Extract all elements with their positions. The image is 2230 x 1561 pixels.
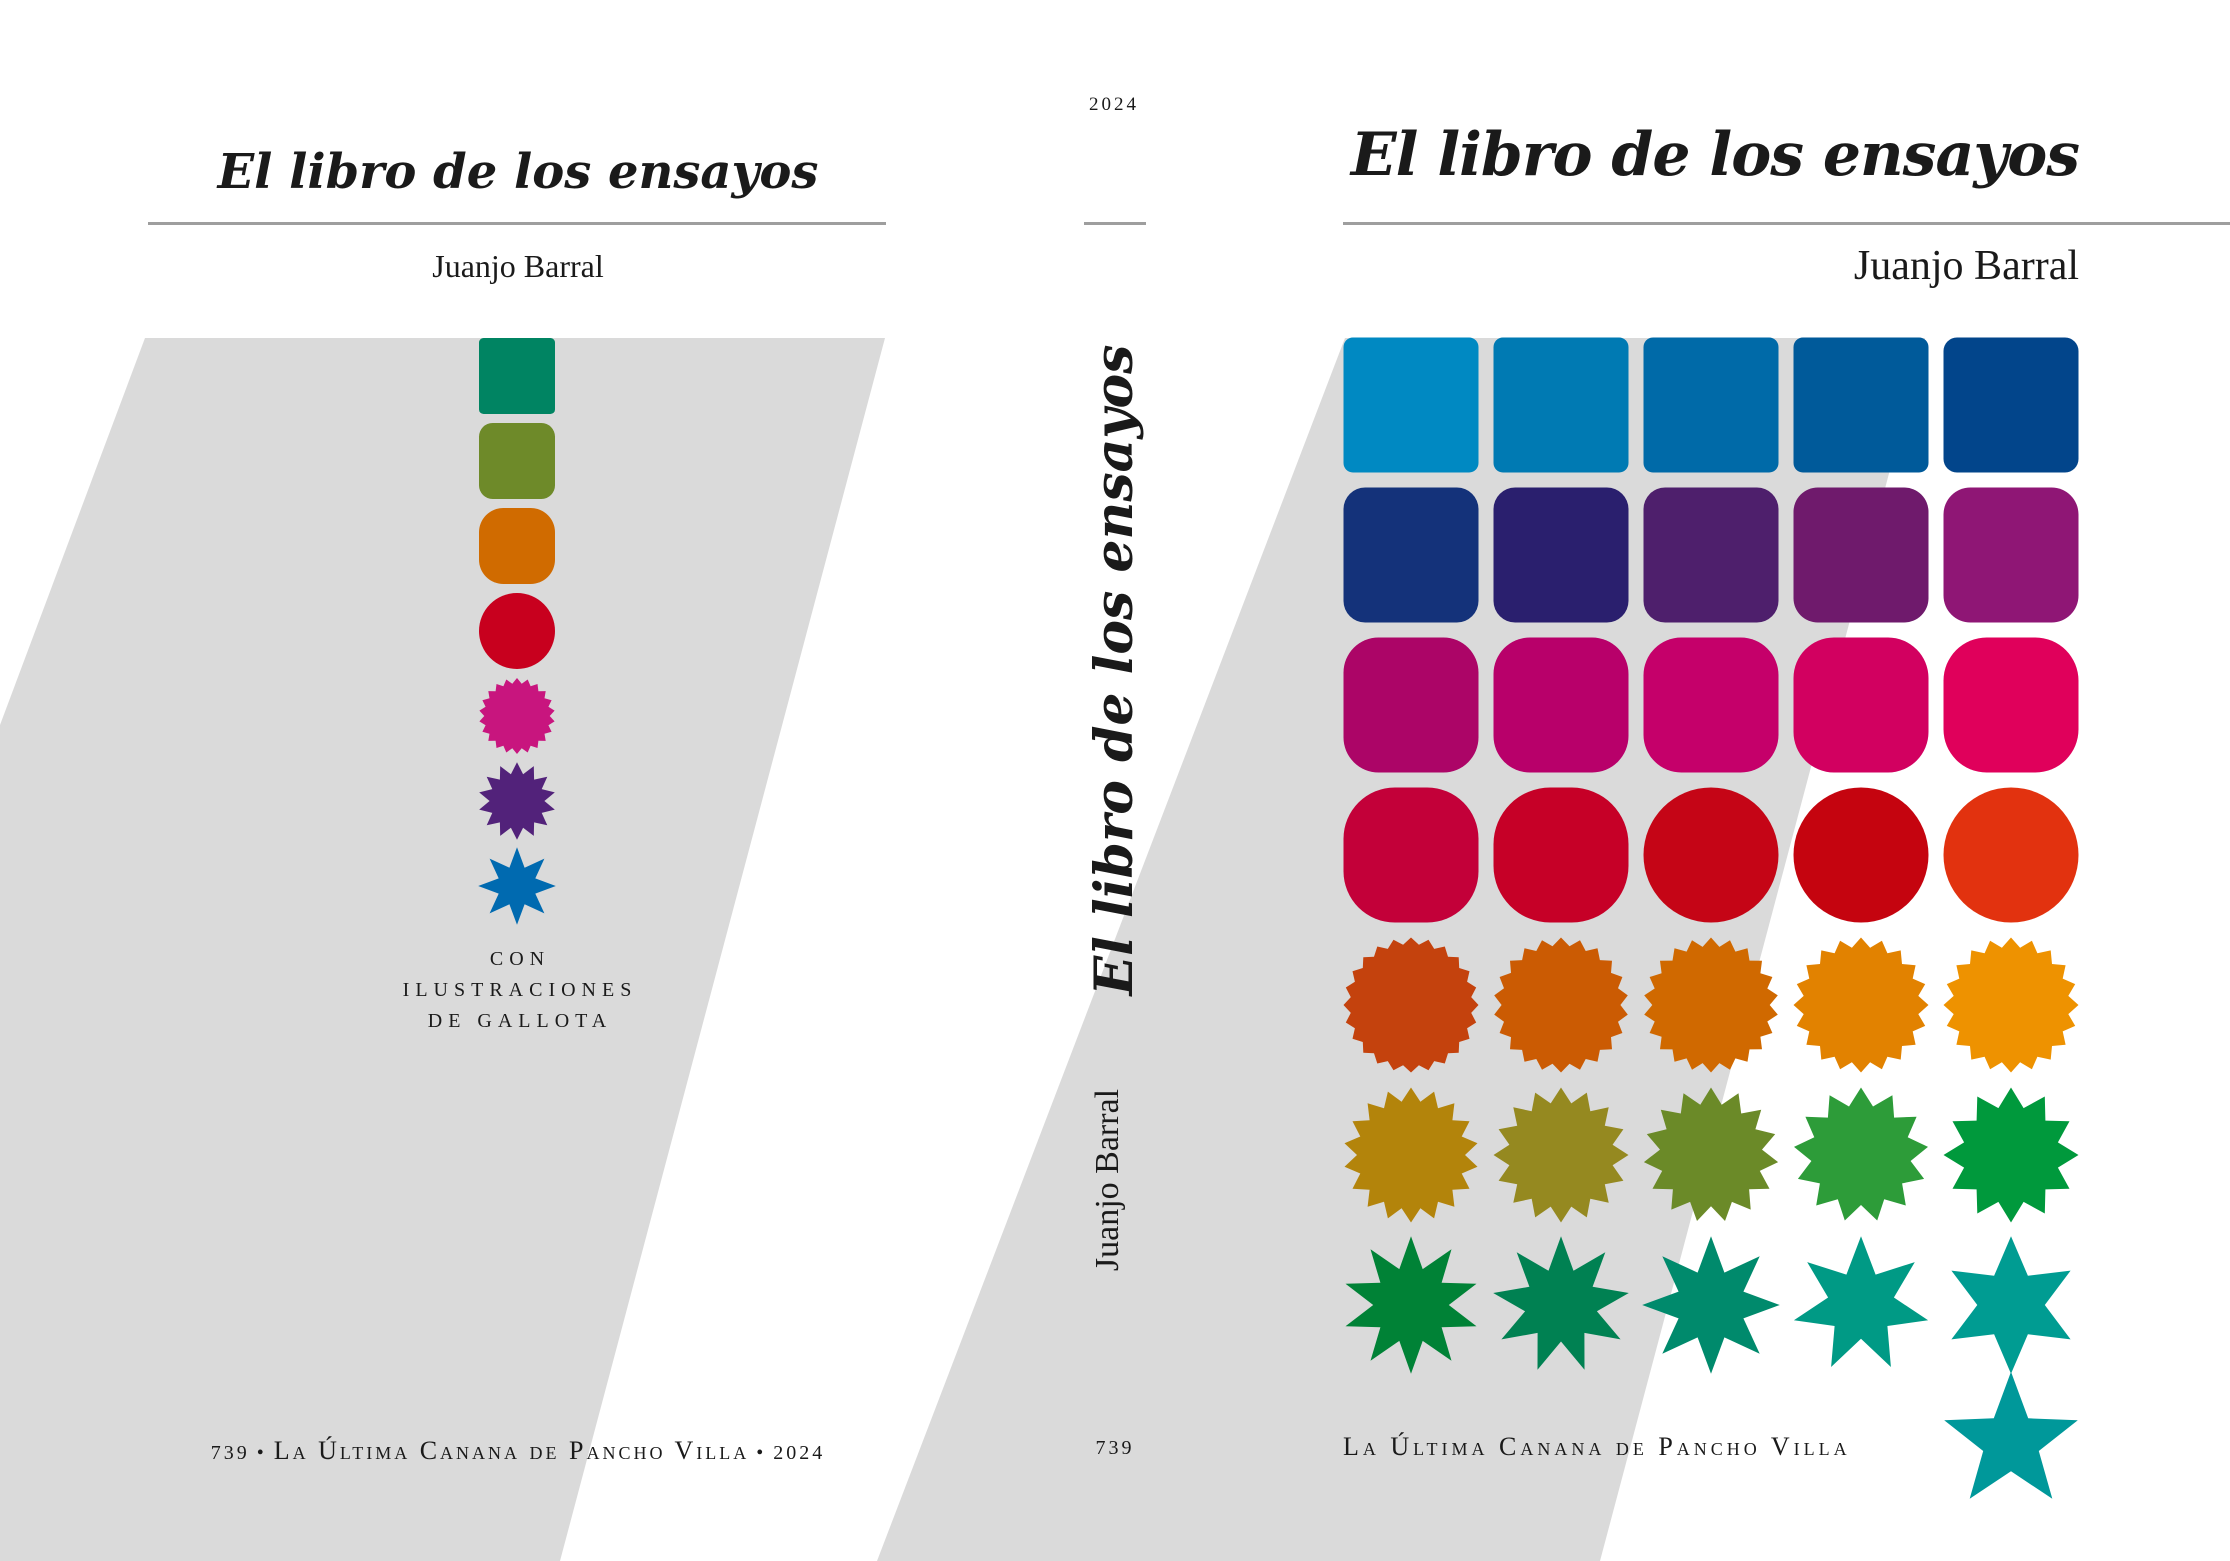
- front-cover-author: Juanjo Barral: [1853, 243, 2079, 289]
- front-shape: [1493, 487, 1629, 623]
- front-shape: [1951, 1236, 2071, 1374]
- front-shape: [1793, 1236, 1929, 1367]
- spine-rule: [1084, 222, 1146, 225]
- spine-number: 739: [1095, 1437, 1135, 1459]
- front-shape: [1943, 337, 2079, 473]
- front-shape: [1793, 487, 1929, 623]
- back-shape: [479, 423, 555, 499]
- back-cover-author: Juanjo Barral: [432, 248, 604, 284]
- back-cover-rule: [148, 222, 886, 225]
- front-cover-publisher: La Última Canana de Pancho Villa: [1343, 1432, 1851, 1461]
- front-shape: [1493, 1087, 1629, 1223]
- footer-separator: •: [756, 1442, 767, 1464]
- front-shape: [1643, 487, 1779, 623]
- front-shape: [1493, 787, 1629, 923]
- front-shape-grid: [1343, 337, 2079, 1499]
- front-shape: [1344, 1087, 1478, 1223]
- footer-separator: •: [256, 1442, 267, 1464]
- credit-line-1: CON: [489, 948, 551, 970]
- front-shape: [1493, 637, 1629, 773]
- back-shape: [478, 847, 556, 925]
- front-shape: [1643, 637, 1779, 773]
- publication-year: 2024: [773, 1442, 826, 1464]
- credit-line-2: ILUSTRACIONES: [402, 979, 638, 1001]
- front-shape: [1793, 637, 1929, 773]
- front-extra-star: [1944, 1371, 2078, 1499]
- back-cover-footer: 739 • La Última Canana de Pancho Villa •…: [148, 1436, 888, 1466]
- back-shape: [479, 762, 555, 840]
- front-cover-title: El libro de los ensayos: [1350, 120, 2080, 190]
- front-shape: [1943, 937, 2079, 1073]
- front-shape: [1343, 337, 1479, 473]
- front-shape: [1793, 787, 1929, 923]
- front-shape: [1793, 337, 1929, 473]
- back-shape: [479, 338, 555, 414]
- front-shape: [1943, 637, 2079, 773]
- back-shape: [479, 508, 555, 584]
- front-shape: [1643, 787, 1779, 923]
- front-shape: [1943, 787, 2079, 923]
- illustrations-credit: CON ILUSTRACIONES DE GALLOTA: [330, 944, 710, 1037]
- front-shape: [1794, 1087, 1928, 1221]
- back-shape-column: [478, 338, 556, 925]
- spine-author: Juanjo Barral: [1089, 1088, 1126, 1272]
- front-shape: [1494, 937, 1628, 1073]
- spine-year: 2024: [1089, 94, 1139, 115]
- front-shape: [1345, 1236, 1477, 1374]
- front-shape: [1343, 937, 1479, 1073]
- front-shape: [1493, 1236, 1629, 1370]
- front-shape: [1642, 1236, 1780, 1374]
- front-shape: [1643, 1087, 1779, 1221]
- front-shape: [1943, 1087, 2079, 1223]
- front-shape: [1493, 337, 1629, 473]
- back-diagonal-band: [0, 338, 885, 1561]
- credit-line-3: DE GALLOTA: [427, 1010, 613, 1032]
- publisher-name: La Última Canana de Pancho Villa: [273, 1436, 750, 1465]
- front-shape: [1343, 487, 1479, 623]
- front-shape: [1643, 337, 1779, 473]
- back-shape: [479, 593, 555, 669]
- front-cover-rule: [1343, 222, 2230, 225]
- back-cover-title: El libro de los ensayos: [217, 144, 819, 200]
- spine-title: El libro de los ensayos: [1084, 344, 1145, 996]
- back-shape: [479, 678, 555, 754]
- front-shape: [1343, 637, 1479, 773]
- front-shape: [1343, 787, 1479, 923]
- front-shape: [1943, 487, 2079, 623]
- front-shape: [1793, 937, 1929, 1073]
- front-shape: [1644, 937, 1778, 1073]
- catalog-number: 739: [210, 1442, 250, 1464]
